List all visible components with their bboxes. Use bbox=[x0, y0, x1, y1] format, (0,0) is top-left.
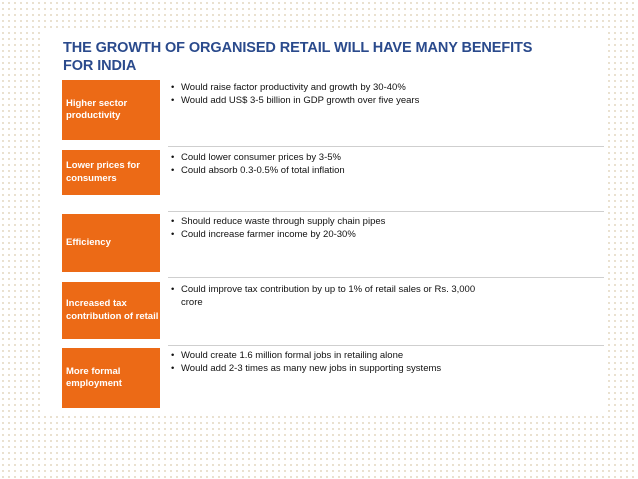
benefit-bullets: • Could improve tax contribution by up to… bbox=[171, 284, 491, 309]
bullet-icon: • bbox=[171, 362, 175, 374]
bullet-item: • Would add US$ 3-5 billion in GDP growth… bbox=[171, 95, 601, 108]
bullet-icon: • bbox=[171, 152, 175, 163]
bullet-icon: • bbox=[171, 94, 175, 106]
row-divider bbox=[168, 277, 604, 278]
bullet-item: • Would raise factor productivity and gro… bbox=[171, 82, 601, 95]
row-divider bbox=[168, 211, 604, 212]
bullet-item: • Could absorb 0.3-0.5% of total inflatio… bbox=[171, 165, 601, 178]
row-divider bbox=[168, 345, 604, 346]
benefit-label: More formal employment bbox=[62, 348, 160, 408]
bullet-text: Would raise factor productivity and grow… bbox=[181, 82, 406, 93]
title-line-1: THE GROWTH OF ORGANISED RETAIL WILL HAVE… bbox=[63, 40, 533, 56]
bullet-icon: • bbox=[171, 82, 175, 93]
row-divider bbox=[168, 146, 604, 147]
benefit-bullets: • Could lower consumer prices by 3-5% • Co… bbox=[171, 152, 601, 177]
bullet-item: • Could increase farmer income by 20-30% bbox=[171, 229, 601, 242]
bullet-text: Would add 2-3 times as many new jobs in … bbox=[181, 362, 442, 374]
benefit-label: Increased tax contribution of retail bbox=[62, 282, 160, 339]
bullet-icon: • bbox=[171, 228, 175, 240]
bullet-icon: • bbox=[171, 350, 175, 361]
bullet-icon: • bbox=[171, 216, 175, 227]
benefit-label: Lower prices for consumers bbox=[62, 150, 160, 195]
bullet-item: • Should reduce waste through supply chai… bbox=[171, 216, 601, 229]
benefit-bullets: • Would create 1.6 million formal jobs in… bbox=[171, 350, 601, 375]
bullet-icon: • bbox=[171, 284, 175, 295]
slide: THE GROWTH OF ORGANISED RETAIL WILL HAVE… bbox=[42, 30, 604, 412]
title-line-2: FOR INDIA bbox=[63, 58, 137, 74]
bullet-text: Could improve tax contribution by up to … bbox=[181, 284, 476, 308]
bullet-item: • Would create 1.6 million formal jobs in… bbox=[171, 350, 601, 363]
bullet-text: Could lower consumer prices by 3-5% bbox=[181, 152, 341, 163]
benefit-label: Efficiency bbox=[62, 214, 160, 272]
bullet-text: Would create 1.6 million formal jobs in … bbox=[181, 350, 404, 361]
bullet-item: • Could improve tax contribution by up to… bbox=[171, 284, 491, 309]
bullet-text: Could absorb 0.3-0.5% of total inflation bbox=[181, 164, 345, 176]
benefit-bullets: • Should reduce waste through supply chai… bbox=[171, 216, 601, 241]
bullet-item: • Would add 2-3 times as many new jobs in… bbox=[171, 363, 601, 376]
benefit-label: Higher sector productivity bbox=[62, 80, 160, 140]
bullet-text: Should reduce waste through supply chain… bbox=[181, 216, 386, 227]
bullet-icon: • bbox=[171, 164, 175, 176]
bullet-text: Would add US$ 3-5 billion in GDP growth … bbox=[181, 94, 420, 106]
benefit-bullets: • Would raise factor productivity and gro… bbox=[171, 82, 601, 107]
slide-title: THE GROWTH OF ORGANISED RETAIL WILL HAVE… bbox=[63, 39, 603, 75]
bullet-text: Could increase farmer income by 20-30% bbox=[181, 228, 356, 240]
bullet-item: • Could lower consumer prices by 3-5% bbox=[171, 152, 601, 165]
